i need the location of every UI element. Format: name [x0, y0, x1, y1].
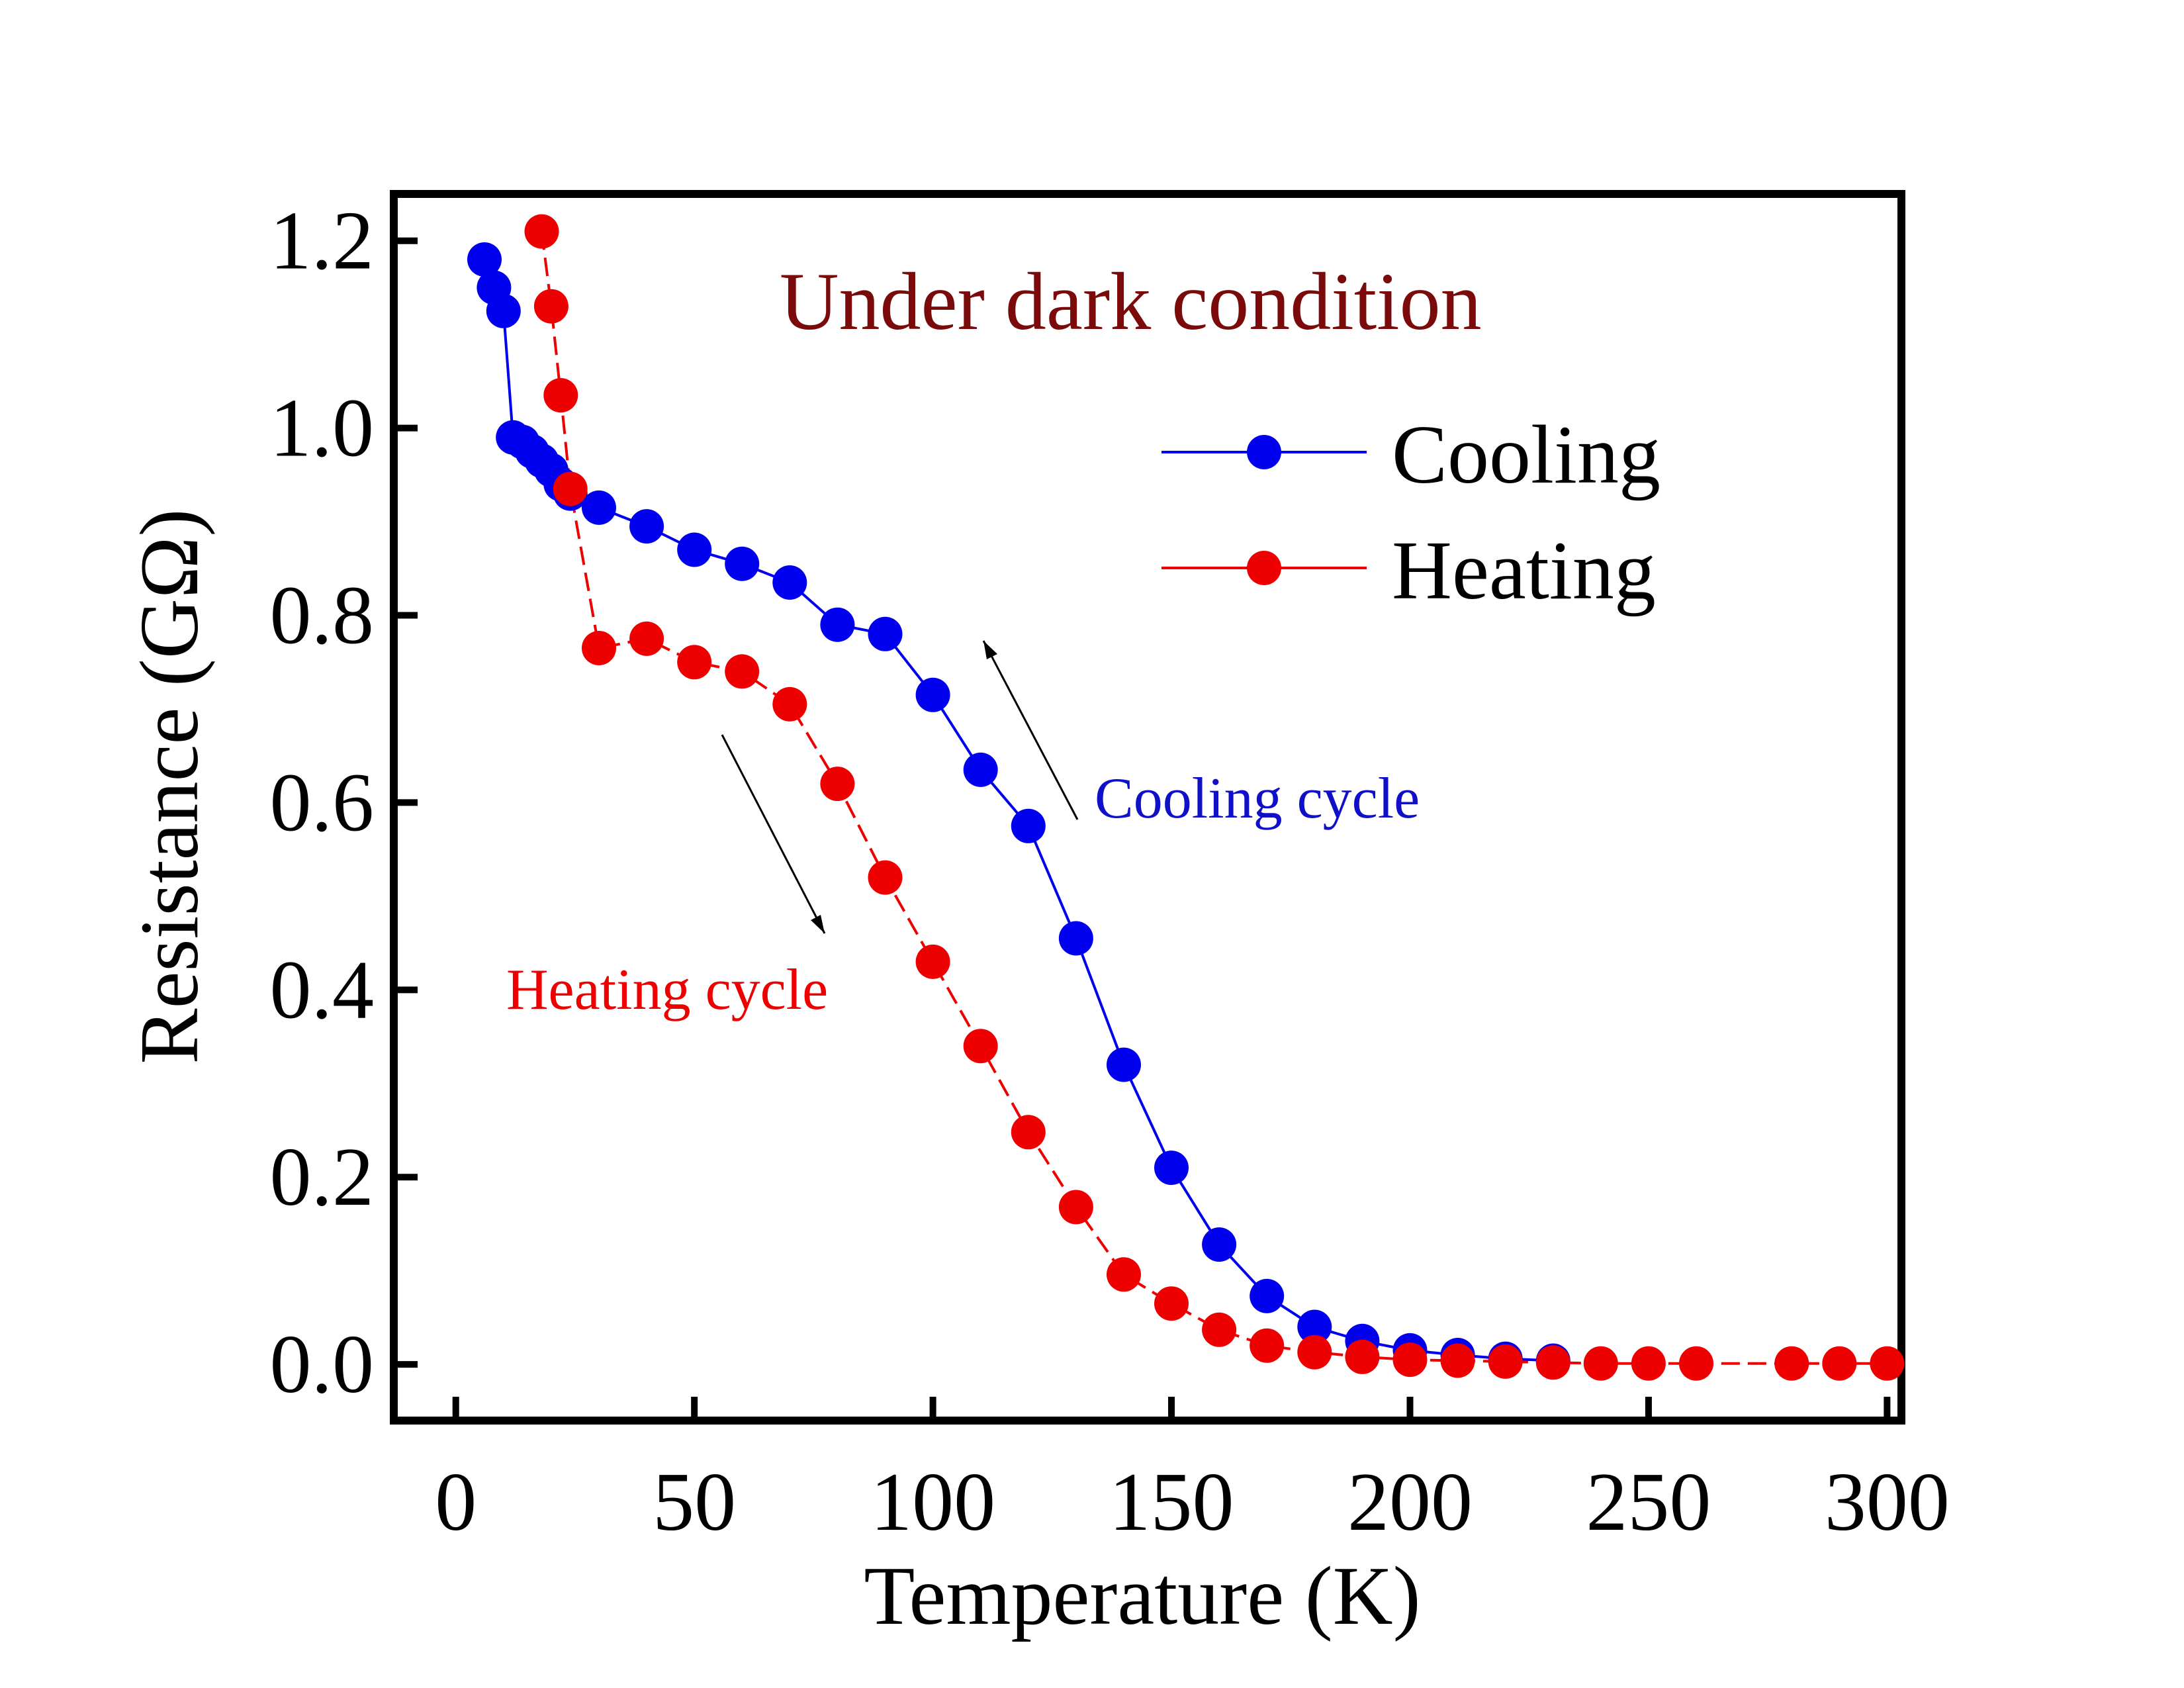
axis-ticks: 0 50 100 150 200 250 300 0.0 0.2 0.4 0.6 0.8 1.0 1.2 — [270, 195, 1950, 1548]
x-tick-label: 250 — [1586, 1456, 1711, 1548]
cooling-cycle-annotation: Cooling cycle — [1095, 767, 1420, 831]
data-point-cooling — [1011, 808, 1046, 843]
legend-label-heating: Heating — [1392, 525, 1656, 617]
data-point-heating — [1154, 1286, 1189, 1321]
x-tick-label: 150 — [1109, 1456, 1234, 1548]
heating-arrowhead — [811, 915, 825, 933]
data-point-heating — [1202, 1312, 1237, 1347]
data-point-cooling — [1250, 1278, 1285, 1313]
data-point-heating — [543, 378, 578, 413]
data-point-cooling — [915, 677, 950, 712]
data-point-heating — [1107, 1257, 1141, 1292]
legend-item-heating: Heating — [1161, 525, 1656, 617]
data-point-cooling — [467, 242, 502, 277]
data-point-cooling — [963, 752, 998, 787]
data-point-cooling — [1297, 1309, 1332, 1344]
data-point-cooling — [772, 565, 807, 600]
data-point-heating — [915, 944, 950, 979]
data-point-heating — [1345, 1339, 1380, 1374]
data-point-cooling — [725, 546, 760, 581]
plot-area — [390, 190, 1905, 1425]
data-point-heating — [1392, 1342, 1428, 1378]
y-tick-label: 0.2 — [270, 1131, 375, 1223]
legend: Cooling Heating — [1161, 409, 1661, 617]
condition-annotation: Under dark condition — [780, 256, 1482, 347]
y-tick-label: 1.2 — [270, 195, 375, 287]
heating-arrow — [721, 734, 826, 934]
data-point-heating — [772, 686, 807, 722]
legend-item-cooling: Cooling — [1161, 409, 1661, 501]
data-point-cooling — [486, 293, 521, 328]
y-tick-label: 0.6 — [270, 757, 375, 849]
x-tick-label: 0 — [435, 1456, 477, 1548]
data-point-heating — [1488, 1344, 1523, 1379]
cooling-arrow — [982, 640, 1079, 820]
cooling-arrowhead — [983, 641, 997, 659]
data-point-heating — [1822, 1346, 1857, 1381]
data-point-heating — [1440, 1343, 1475, 1378]
data-point-heating — [1297, 1335, 1332, 1370]
data-point-heating — [1250, 1328, 1285, 1363]
data-point-heating — [553, 471, 588, 506]
x-tick-label: 50 — [653, 1456, 736, 1548]
legend-marker-cooling — [1247, 435, 1281, 469]
data-point-heating — [533, 289, 569, 324]
data-point-cooling — [1154, 1150, 1189, 1186]
data-point-heating — [582, 631, 616, 665]
series-points — [467, 214, 1905, 1381]
data-point-heating — [1631, 1346, 1666, 1381]
data-point-heating — [524, 214, 559, 249]
data-point-heating — [1583, 1346, 1618, 1381]
data-point-cooling — [677, 532, 712, 567]
data-point-cooling — [629, 509, 664, 544]
y-tick-label: 0.8 — [270, 570, 375, 662]
data-point-heating — [1535, 1345, 1570, 1380]
data-point-cooling — [820, 607, 855, 642]
y-axis-label: Resistance (GΩ) — [124, 509, 216, 1064]
legend-marker-heating — [1247, 551, 1281, 585]
y-tick-label: 1.0 — [270, 383, 375, 475]
x-tick-label: 200 — [1347, 1456, 1473, 1548]
y-tick-label: 0.4 — [270, 944, 375, 1036]
heating-cycle-annotation: Heating cycle — [506, 958, 828, 1022]
y-tick-label: 0.0 — [270, 1319, 375, 1411]
data-point-cooling — [582, 490, 616, 525]
annotation-arrows — [721, 640, 1079, 934]
data-point-heating — [963, 1029, 998, 1064]
data-point-heating — [677, 645, 712, 680]
data-point-cooling — [1202, 1227, 1237, 1262]
data-point-heating — [820, 767, 855, 802]
data-point-heating — [1679, 1346, 1713, 1381]
data-point-heating — [1058, 1190, 1093, 1225]
data-point-heating — [868, 860, 903, 895]
data-point-heating — [1011, 1115, 1046, 1150]
data-point-heating — [1774, 1346, 1809, 1381]
data-point-heating — [725, 654, 760, 689]
x-axis-label: Temperature (K) — [864, 1550, 1420, 1642]
data-point-heating — [629, 621, 664, 656]
data-point-cooling — [1058, 921, 1093, 956]
data-point-cooling — [868, 616, 903, 651]
x-tick-label: 100 — [870, 1456, 995, 1548]
data-point-cooling — [1107, 1047, 1141, 1082]
legend-label-cooling: Cooling — [1392, 409, 1661, 501]
plot-frame — [390, 190, 1905, 1425]
x-tick-label: 300 — [1825, 1456, 1950, 1548]
data-point-heating — [1870, 1346, 1905, 1381]
